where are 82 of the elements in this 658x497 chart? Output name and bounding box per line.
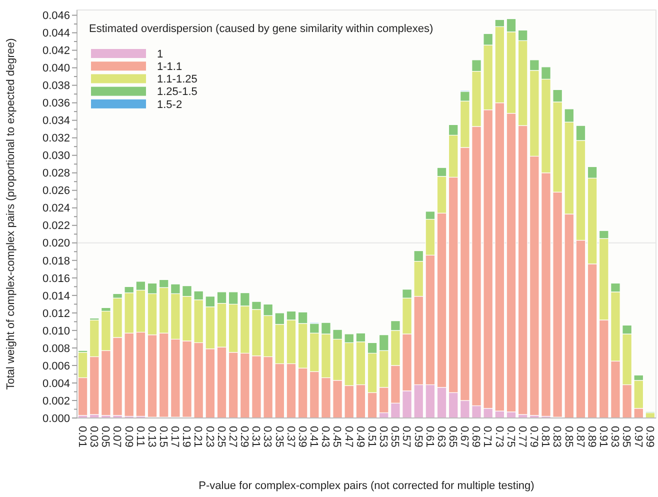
x-tick-label: 0.55	[388, 426, 401, 448]
x-tick-label: 0.39	[296, 426, 308, 448]
y-tick-label: 0.008	[42, 342, 70, 355]
x-tick-label: 0.31	[250, 426, 262, 448]
x-tick-label: 0.69	[470, 426, 482, 448]
x-tick-label: 0.29	[238, 426, 250, 448]
x-tick-label: 0.65	[446, 426, 458, 448]
x-tick-label: 0.61	[423, 426, 436, 448]
y-tick-label: 0.006	[42, 360, 70, 372]
y-tick-label: 0.028	[42, 168, 70, 180]
y-tick-label: 0.016	[42, 272, 70, 285]
y-tick-label: 0.004	[42, 378, 70, 390]
legend-label: 1.25-1.5	[157, 86, 198, 98]
x-tick-label: 0.99	[643, 426, 656, 448]
x-tick-label: 0.79	[528, 426, 540, 448]
y-tick-label: 0.042	[42, 45, 70, 58]
y-tick-label: 0.026	[42, 185, 70, 198]
x-tick-label: 0.87	[574, 426, 586, 448]
y-tick-label: 0.038	[42, 80, 70, 92]
y-tick-label: 0.018	[42, 255, 70, 268]
x-tick-label: 0.71	[481, 426, 494, 448]
x-tick-label: 0.43	[319, 426, 332, 448]
x-tick-label: 0.41	[308, 426, 320, 448]
x-axis-title: P-value for complex-complex pairs (not corrected for multiple testing)	[198, 480, 534, 492]
x-tick-label: 0.95	[620, 426, 632, 448]
legend-label: 1-1.1	[157, 60, 182, 73]
x-tick-label: 0.63	[434, 426, 447, 448]
x-tick-label: 0.07	[110, 426, 123, 448]
legend-label: 1	[157, 48, 164, 60]
x-tick-label: 0.27	[226, 426, 238, 448]
x-tick-label: 0.03	[88, 426, 100, 448]
x-tick-label: 0.57	[400, 426, 412, 448]
x-tick-label: 0.01	[76, 426, 88, 448]
x-tick-label: 0.53	[377, 426, 390, 448]
x-tick-label: 0.35	[272, 426, 285, 448]
y-tick-label: 0.044	[42, 28, 70, 40]
x-tick-label: 0.15	[157, 426, 169, 448]
x-tick-label: 0.89	[585, 426, 598, 448]
x-tick-label: 0.93	[608, 426, 621, 448]
legend-label: 1.5-2	[157, 98, 182, 111]
x-tick-label: 0.45	[330, 426, 343, 448]
x-tick-label: 0.97	[632, 426, 644, 448]
x-tick-label: 0.23	[203, 426, 216, 448]
x-tick-label: 0.37	[284, 426, 296, 448]
x-tick-label: 0.19	[180, 426, 192, 448]
y-tick-label: 0.022	[42, 220, 70, 232]
x-tick-label: 0.73	[492, 426, 505, 448]
y-tick-label: 0.036	[42, 98, 70, 110]
y-tick-label: 0.002	[42, 395, 70, 408]
x-tick-label: 0.59	[412, 426, 424, 448]
y-tick-label: 0.020	[42, 238, 70, 250]
x-tick-label: 0.05	[99, 426, 112, 448]
y-tick-label: 0.030	[42, 150, 70, 162]
x-tick-label: 0.67	[458, 426, 470, 448]
y-tick-label: 0.000	[42, 412, 70, 425]
y-tick-label: 0.046	[42, 10, 70, 22]
y-tick-label: 0.032	[42, 132, 70, 145]
x-tick-label: 0.85	[562, 426, 574, 448]
y-tick-label: 0.012	[42, 308, 70, 320]
y-tick-label: 0.024	[42, 202, 70, 215]
x-tick-label: 0.33	[261, 426, 274, 448]
legend-title: Estimated overdispersion (caused by gene similarity within complexes)	[89, 23, 434, 35]
x-tick-label: 0.17	[168, 426, 181, 448]
y-tick-label: 0.014	[42, 290, 70, 302]
x-tick-label: 0.25	[214, 426, 227, 448]
legend-label: 1.1-1.25	[157, 74, 198, 86]
x-tick-label: 0.09	[122, 426, 134, 448]
x-tick-label: 0.47	[342, 426, 354, 448]
x-tick-label: 0.81	[539, 426, 552, 448]
x-tick-label: 0.77	[516, 426, 528, 448]
x-tick-label: 0.51	[365, 426, 378, 448]
x-tick-label: 0.91	[597, 426, 610, 448]
x-tick-label: 0.21	[192, 426, 204, 448]
x-tick-label: 0.83	[550, 426, 563, 448]
y-tick-label: 0.010	[42, 325, 70, 338]
x-tick-label: 0.75	[504, 426, 516, 448]
y-tick-label: 0.040	[42, 62, 70, 75]
y-tick-label: 0.034	[42, 115, 70, 128]
x-tick-label: 0.11	[134, 426, 146, 447]
x-tick-label: 0.49	[354, 426, 366, 448]
x-tick-label: 0.13	[145, 426, 158, 448]
y-axis-title: Total weight of complex-complex pairs (proportional to expected degree)	[5, 38, 17, 390]
